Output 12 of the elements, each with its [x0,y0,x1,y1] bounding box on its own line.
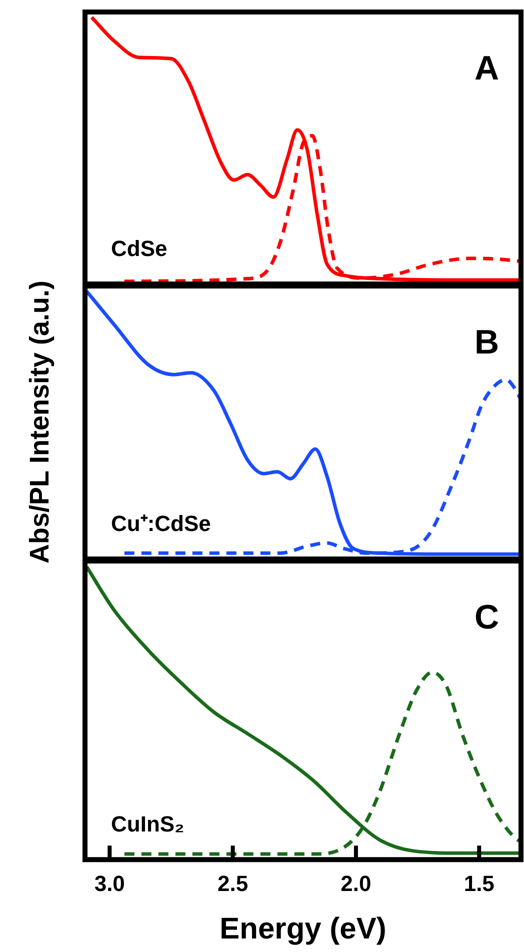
annotation: A [474,49,499,88]
x-axis-title: Energy (eV) [220,912,386,946]
annotation: CuInS₂ [111,812,184,837]
annotation: B [474,323,499,362]
x-tick-label: 2.0 [340,870,372,896]
x-tick-label: 3.0 [94,870,125,896]
annotation: Cu⁺:CdSe [111,511,211,536]
annotation: CdSe [111,236,168,261]
x-tick-label: 1.5 [464,870,494,896]
annotation: C [474,598,499,636]
x-tick-label: 2.5 [218,870,248,896]
y-axis-title: Abs/PL Intensity (a.u.) [24,280,56,564]
